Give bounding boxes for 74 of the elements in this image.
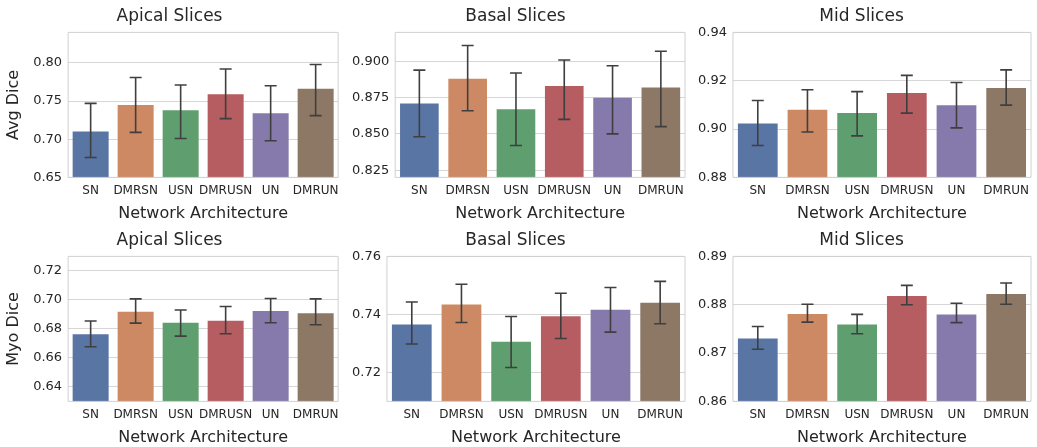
x-tick-label: SN: [82, 406, 99, 421]
x-tick-label: SN: [403, 406, 421, 421]
x-tick-label: DMRSN: [445, 182, 490, 197]
y-tick-label: 0.88: [697, 168, 727, 184]
chart-title: Apical Slices: [116, 4, 223, 25]
y-tick-label: 0.66: [33, 349, 63, 365]
y-tick-label: 0.64: [33, 378, 63, 394]
y-axis-title: Avg Dice: [2, 69, 22, 140]
y-tick-label: 0.875: [352, 89, 390, 105]
chart-title: Apical Slices: [116, 228, 223, 249]
y-tick-label: 0.74: [351, 305, 381, 321]
chart-title: Basal Slices: [465, 4, 566, 25]
x-tick-label: DMRUN: [637, 406, 684, 421]
x-axis-title: Network Architecture: [118, 426, 289, 446]
x-tick-label: DMRUSN: [198, 182, 253, 197]
x-tick-label: UN: [603, 182, 622, 197]
x-tick-label: USN: [844, 406, 870, 421]
y-tick-label: 0.88: [697, 296, 727, 312]
x-tick-label: DMRUN: [983, 406, 1030, 421]
x-axis-title: Network Architecture: [118, 202, 289, 222]
x-tick-label: DMRSN: [113, 406, 158, 421]
x-tick-label: UN: [261, 406, 280, 421]
x-tick-label: SN: [749, 406, 767, 421]
y-tick-label: 0.850: [352, 125, 390, 141]
x-tick-label: DMRSN: [113, 182, 158, 197]
x-tick-label: DMRSN: [785, 182, 830, 197]
x-tick-label: SN: [82, 182, 99, 197]
x-axis-title: Network Architecture: [455, 202, 626, 222]
x-tick-label: UN: [261, 182, 280, 197]
y-tick-label: 0.70: [33, 291, 63, 307]
y-tick-label: 0.87: [697, 344, 727, 360]
x-tick-label: UN: [601, 406, 620, 421]
y-tick-label: 0.70: [33, 130, 63, 146]
y-tick-label: 0.72: [351, 363, 381, 379]
y-tick-label: 0.68: [33, 320, 63, 336]
x-tick-label: UN: [947, 182, 966, 197]
x-tick-label: DMRUSN: [537, 182, 591, 197]
x-tick-label: DMRUSN: [198, 406, 253, 421]
y-tick-label: 0.76: [351, 247, 381, 263]
x-axis-title: Network Architecture: [451, 426, 621, 446]
y-tick-label: 0.89: [697, 247, 727, 263]
chart-title: Mid Slices: [819, 4, 904, 25]
x-tick-label: DMRUN: [638, 182, 684, 197]
x-tick-label: DMRUSN: [534, 406, 588, 421]
y-axis-title: Myo Dice: [2, 292, 22, 366]
x-tick-label: USN: [167, 182, 194, 197]
x-tick-label: UN: [947, 406, 966, 421]
y-tick-label: 0.900: [352, 52, 390, 68]
x-axis-title: Network Architecture: [797, 202, 967, 222]
x-tick-label: DMRSN: [785, 406, 830, 421]
x-tick-label: USN: [503, 182, 529, 197]
x-tick-label: DMRUSN: [880, 406, 934, 421]
x-tick-label: DMRUN: [292, 182, 339, 197]
x-tick-label: DMRUN: [983, 182, 1030, 197]
x-tick-label: DMRSN: [439, 406, 484, 421]
y-tick-label: 0.80: [33, 54, 63, 70]
x-tick-label: SN: [411, 182, 428, 197]
x-tick-label: DMRUN: [292, 406, 339, 421]
x-tick-label: USN: [167, 406, 194, 421]
x-axis-title: Network Architecture: [797, 426, 967, 446]
y-tick-label: 0.90: [697, 120, 727, 136]
x-tick-label: USN: [844, 182, 870, 197]
y-tick-label: 0.65: [33, 168, 63, 184]
y-tick-label: 0.75: [33, 92, 63, 108]
x-tick-label: DMRUSN: [880, 182, 934, 197]
y-tick-label: 0.86: [697, 392, 727, 408]
y-tick-label: 0.72: [33, 262, 63, 278]
y-tick-label: 0.94: [697, 23, 727, 39]
x-tick-label: USN: [498, 406, 524, 421]
y-tick-label: 0.92: [697, 72, 727, 88]
chart-title: Mid Slices: [819, 228, 904, 249]
x-tick-label: SN: [749, 182, 767, 197]
y-tick-label: 0.825: [352, 161, 390, 177]
chart-title: Basal Slices: [465, 228, 566, 249]
